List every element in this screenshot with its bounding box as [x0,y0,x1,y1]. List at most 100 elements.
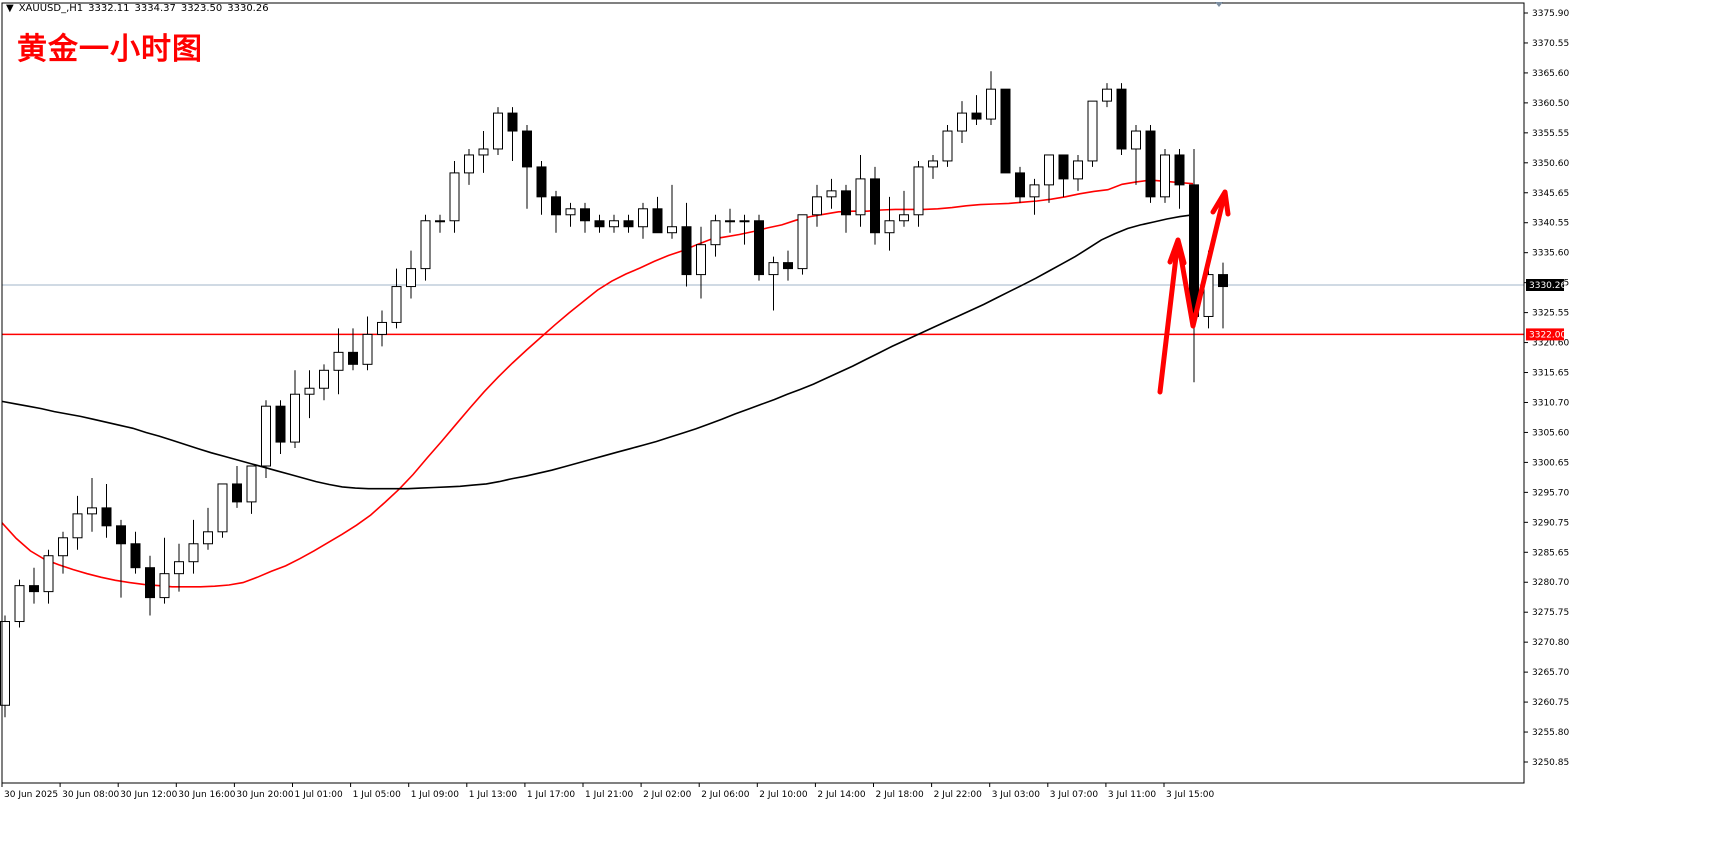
bull-candle-body [899,214,909,222]
time-tick-label: 30 Jun 16:00 [178,790,235,800]
price-tick-label: 3315.65 [1532,369,1569,379]
bull-candle-body [725,220,735,223]
bear-candle-body [623,220,634,228]
price-tick-label: 3355.55 [1532,129,1569,139]
bull-candle-body [826,190,837,198]
candle [652,196,663,234]
price-tick-label: 3360.50 [1532,99,1569,109]
level-price-box [1526,328,1564,341]
bear-candle-body [1058,154,1069,180]
bear-candle-body [116,525,126,545]
bull-candle-body [304,387,315,395]
high-value: 3334.37 [134,3,176,14]
bear-candle-body [536,166,547,198]
time-tick-label: 1 Jul 01:00 [295,790,344,800]
candle [377,310,387,347]
candle [391,268,402,329]
low-value: 3323.50 [180,3,223,14]
candle [899,190,909,227]
candle [942,125,953,167]
level-price-label: 3322.00 [1529,330,1566,340]
time-tick-label: 3 Jul 07:00 [1050,790,1099,800]
bull-candle-body [1044,154,1054,186]
candle [101,483,112,538]
candle [87,477,97,532]
candle [1218,262,1228,329]
candle [72,495,83,550]
bull-candle-body [1029,184,1040,198]
candle [0,615,10,718]
bull-candle-body [377,321,387,335]
bull-candle-body [464,154,474,174]
candle [145,555,155,616]
candle [246,465,257,514]
time-tick-label: 3 Jul 11:00 [1108,790,1157,800]
candle [464,148,474,185]
price-tick-label: 3320.60 [1532,339,1569,349]
time-tick-label: 2 Jul 02:00 [643,790,692,800]
bull-candle-body [1073,160,1083,180]
time-tick-label: 1 Jul 05:00 [353,790,402,800]
bear-candle-body [1189,184,1199,317]
bull-candle-body [565,208,576,216]
bull-candle-body [884,220,895,234]
candle [710,214,721,257]
candle [870,166,880,245]
candles-layer [0,71,1228,718]
candle [812,184,822,227]
candle [174,543,184,592]
candle [261,400,271,478]
time-tick-label: 1 Jul 17:00 [527,790,576,800]
price-tick-label: 3345.65 [1532,189,1569,199]
scroll-marker-icon [1215,2,1223,7]
price-tick-label: 3260.75 [1532,698,1569,708]
candle [536,160,547,215]
candle [159,537,170,604]
price-tick-label: 3250.85 [1532,758,1569,768]
candle [29,567,39,604]
candle [449,160,460,233]
bull-candle-body [261,405,271,467]
bear-candle-body [1145,130,1156,198]
candle [362,316,373,371]
bear-candle-body [29,585,39,593]
price-tick-label: 3270.80 [1532,638,1569,648]
price-tick-label: 3325.55 [1532,309,1569,319]
candle [304,370,315,419]
bull-candle-body [638,208,648,228]
bull-candle-body [768,262,779,276]
candle [290,370,300,449]
bear-candle-body [130,543,141,569]
bull-candle-body [986,88,996,120]
bear-candle-body [783,262,793,270]
candle [203,507,213,550]
axes-layer: 3375.90 3370.55 3365.60 3360.50 3355.55 3350.… [1,2,1569,800]
bull-candle-body [1087,100,1098,162]
bull-candle-body [87,507,97,515]
candle [783,250,793,281]
bear-candle-body [522,130,532,168]
candle [348,328,358,371]
price-tick-label: 3305.60 [1532,428,1569,438]
bull-candle-body [174,561,184,575]
bear-candle-body [1174,154,1185,186]
bull-candle-body [406,268,416,288]
time-tick-label: 2 Jul 06:00 [701,790,750,800]
price-tick-label: 3295.70 [1532,488,1569,498]
candle [420,214,431,281]
arrow-annotation-layer [1157,189,1231,395]
time-tick-label: 3 Jul 15:00 [1166,790,1215,800]
bull-candle-body [739,220,750,223]
candle [1000,88,1011,174]
bear-candle-body [1218,274,1228,288]
bear-candle-body [594,220,605,228]
candle [855,154,866,227]
bear-candle-body [870,178,880,234]
bull-candle-body [435,220,445,223]
time-tick-label: 1 Jul 13:00 [469,790,518,800]
bull-candle-body [493,112,503,150]
price-tick-label: 3255.80 [1532,728,1569,738]
candle [913,160,924,227]
